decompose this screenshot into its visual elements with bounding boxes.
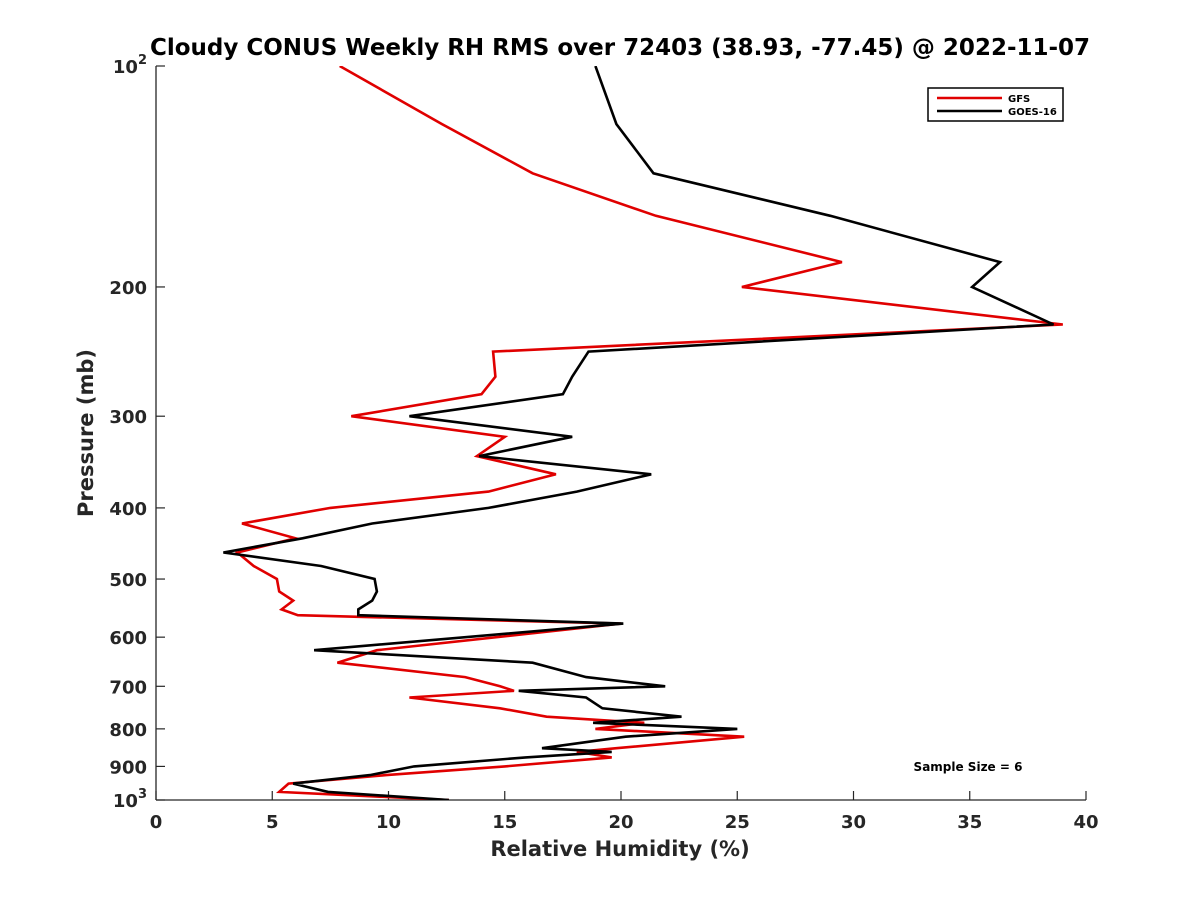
series-layer [223,66,1063,800]
axes: 0 5 10 15 20 25 30 35 40 102 200 300 400 500 600 700 800… [109,53,1098,833]
series-line-goes-16 [223,66,1055,800]
legend-box [927,87,1064,122]
x-tick-label: 35 [957,812,982,833]
x-tick-label: 40 [1073,812,1098,833]
chart-title: Cloudy CONUS Weekly RH RMS over 72403 (3… [150,35,1090,61]
series-line-gfs [234,66,1063,800]
x-tick-label: 5 [266,812,279,833]
y-tick-label: 700 [109,677,147,698]
y-tick-label: 600 [109,628,147,649]
y-tick-label: 900 [109,757,147,778]
y-axis-label: Pressure (mb) [74,349,98,517]
x-tick-label: 0 [150,812,163,833]
x-tick-label: 15 [492,812,517,833]
y-tick-label: 400 [109,499,147,520]
y-tick-label: 800 [109,720,147,741]
y-tick-label: 102 [113,53,147,78]
y-tick-label: 300 [109,407,147,428]
y-tick-label: 200 [109,278,147,299]
legend-label: GFS [1008,94,1030,105]
y-tick-label: 500 [109,570,147,591]
sample-size-annotation: Sample Size = 6 [914,760,1023,774]
x-tick-label: 20 [608,812,633,833]
legend-label: GOES-16 [1008,107,1057,118]
x-tick-label: 10 [376,812,401,833]
legend: GFS GOES-16 [927,87,1064,122]
y-tick-label: 103 [113,787,147,812]
x-tick-label: 30 [841,812,866,833]
x-axis-label: Relative Humidity (%) [490,837,749,861]
x-tick-label: 25 [725,812,750,833]
